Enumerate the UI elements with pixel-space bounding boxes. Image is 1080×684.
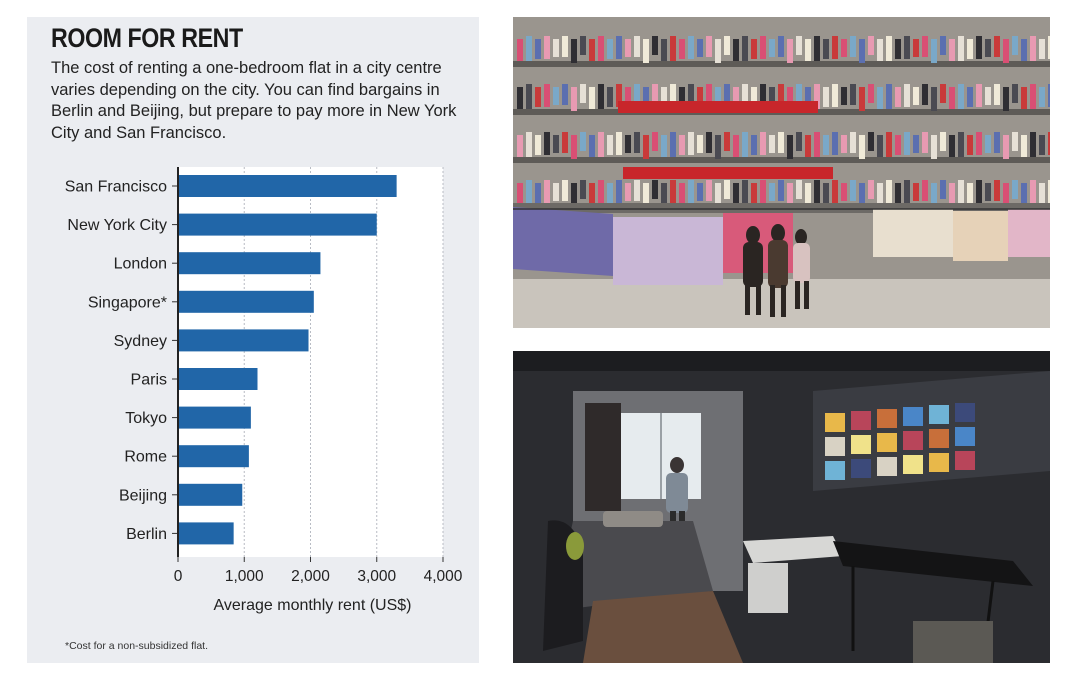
bar — [178, 329, 309, 352]
bar — [178, 252, 321, 275]
x-tick-label: 0 — [174, 568, 183, 585]
apartment-facade-illustration — [513, 17, 1050, 328]
category-label: Beijing — [119, 487, 167, 504]
category-label: Sydney — [114, 333, 167, 350]
x-tick-label: 2,000 — [291, 568, 330, 585]
category-label: Paris — [131, 372, 167, 389]
photo-apartment-facade — [513, 17, 1050, 328]
category-label: New York City — [67, 217, 167, 234]
chart-subtitle: The cost of renting a one-bedroom flat i… — [51, 59, 457, 142]
category-label: Tokyo — [125, 410, 167, 427]
bar-chart: 0 1,000 2,000 3,000 4,000 San Francisco New Yo… — [65, 167, 463, 614]
x-axis-title: Average monthly rent (US$) — [213, 597, 411, 614]
x-tick-label: 4,000 — [424, 568, 463, 585]
photo-small-bedroom — [513, 351, 1050, 663]
bar — [178, 368, 258, 390]
chart-title: ROOM FOR RENT — [51, 23, 243, 53]
bar — [178, 445, 249, 468]
bar — [178, 406, 251, 429]
bar — [178, 213, 377, 236]
x-tick-label: 3,000 — [357, 568, 396, 585]
category-label: Singapore* — [88, 294, 167, 311]
category-label: San Francisco — [65, 179, 167, 196]
category-label: Rome — [124, 449, 167, 466]
bar — [178, 175, 397, 197]
chart-panel: ROOM FOR RENT The cost of renting a one-… — [27, 17, 479, 663]
category-label: London — [114, 256, 167, 273]
bedroom-illustration — [513, 351, 1050, 663]
bar — [178, 290, 314, 313]
bar — [178, 483, 243, 506]
footnote: *Cost for a non-subsidized flat. — [65, 640, 208, 652]
x-tick-label: 1,000 — [225, 568, 264, 585]
category-label: Berlin — [126, 526, 167, 543]
bar — [178, 522, 234, 545]
